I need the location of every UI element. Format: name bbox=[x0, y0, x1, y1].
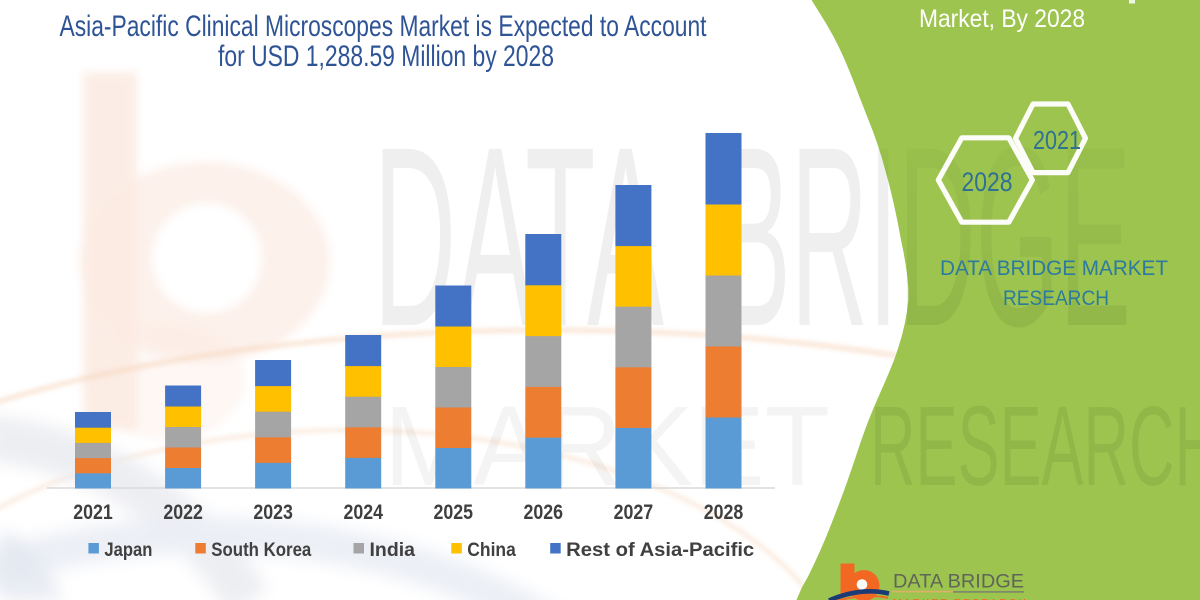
svg-text:Market, By 2028: Market, By 2028 bbox=[919, 5, 1085, 33]
svg-text:DATA BRIDGE: DATA BRIDGE bbox=[893, 572, 1024, 593]
svg-text:China: China bbox=[467, 539, 516, 561]
svg-text:2025: 2025 bbox=[434, 501, 474, 524]
svg-text:2024: 2024 bbox=[343, 501, 383, 524]
svg-text:2021: 2021 bbox=[1033, 125, 1081, 155]
svg-text:Rest of Asia-Pacific: Rest of Asia-Pacific bbox=[566, 539, 754, 561]
svg-text:MARKET RESEARCH: MARKET RESEARCH bbox=[893, 597, 1028, 600]
svg-text:2023: 2023 bbox=[253, 501, 293, 524]
svg-text:South Korea: South Korea bbox=[211, 539, 311, 561]
svg-text:2027: 2027 bbox=[614, 501, 654, 524]
svg-text:BRIDGE: BRIDGE bbox=[719, 94, 1131, 380]
svg-text:RESEARCH: RESEARCH bbox=[1003, 286, 1109, 310]
svg-text:RESEARCH: RESEARCH bbox=[870, 383, 1200, 509]
svg-text:2021: 2021 bbox=[73, 501, 113, 524]
svg-text:2026: 2026 bbox=[524, 501, 564, 524]
svg-text:for USD 1,288.59 Million by 20: for USD 1,288.59 Million by 2028 bbox=[218, 40, 554, 73]
svg-text:2028: 2028 bbox=[704, 501, 744, 524]
svg-text:India: India bbox=[370, 539, 416, 561]
svg-text:Asia-Pacific Clinical Microsco: Asia-Pacific Clinical Microscopes Market… bbox=[60, 10, 708, 43]
svg-text:DATA BRIDGE MARKET: DATA BRIDGE MARKET bbox=[940, 256, 1168, 280]
svg-text:2028: 2028 bbox=[962, 167, 1013, 197]
svg-text:Japan: Japan bbox=[104, 539, 152, 561]
svg-text:2022: 2022 bbox=[163, 501, 203, 524]
